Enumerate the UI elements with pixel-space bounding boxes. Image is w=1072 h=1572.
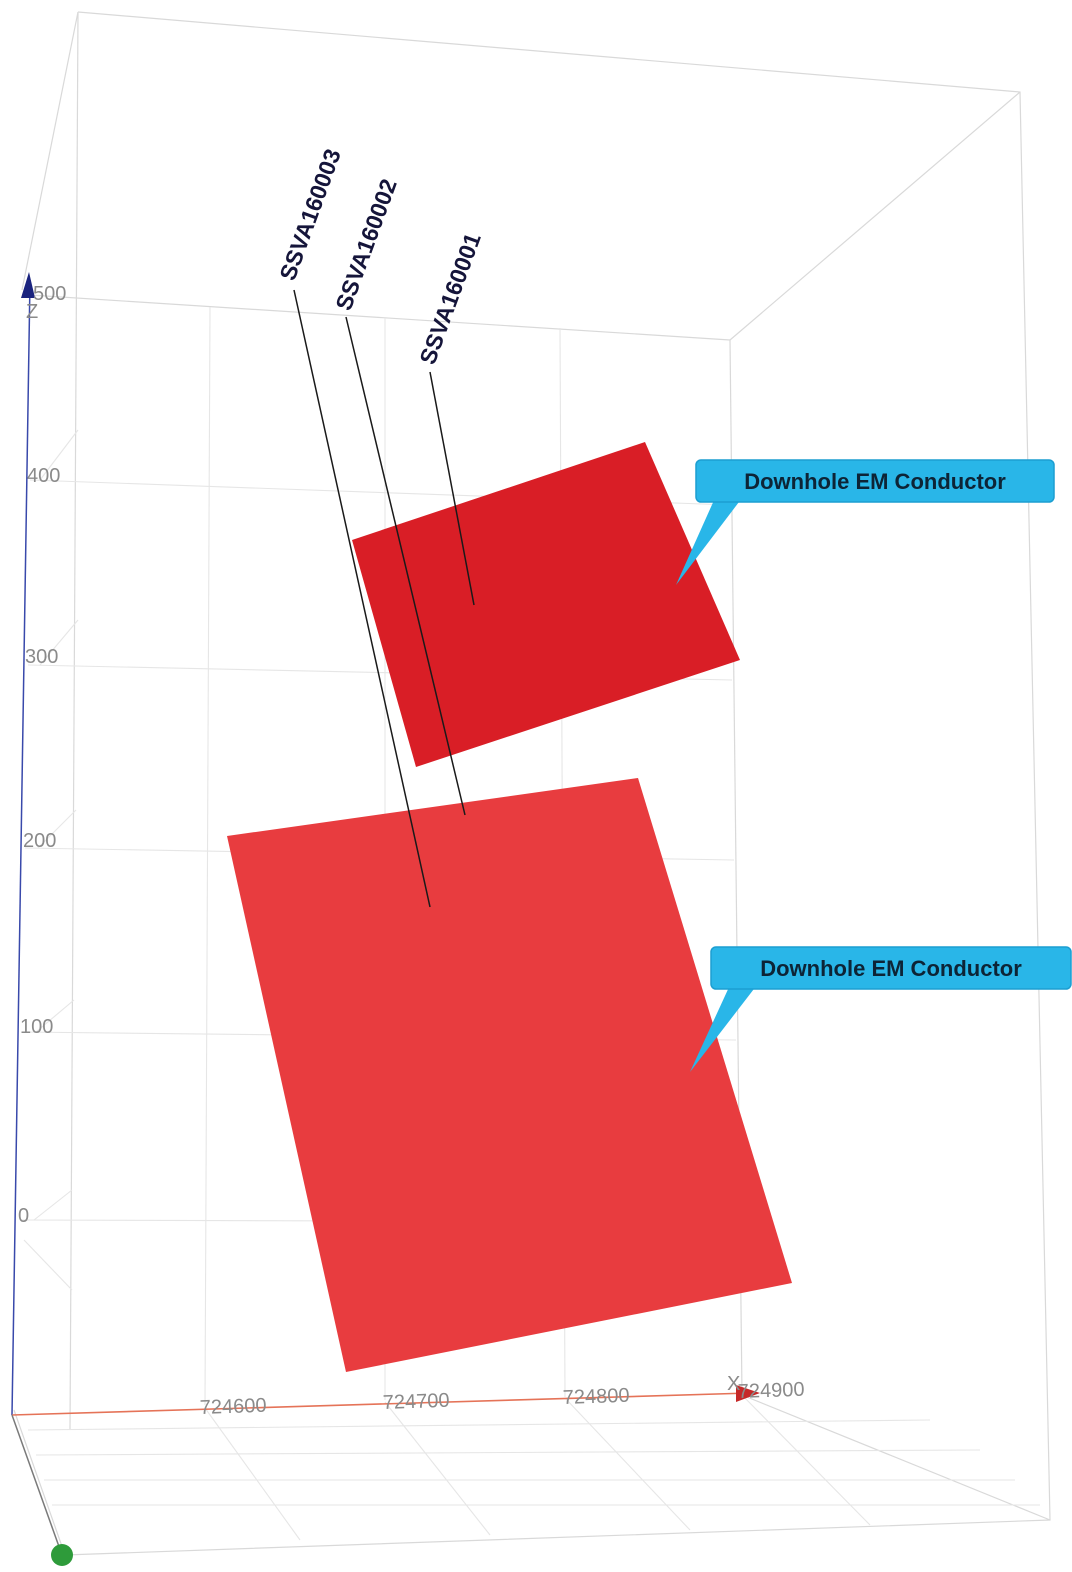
em-conductor-lower[interactable] xyxy=(227,778,792,1372)
y-axis-marker xyxy=(51,1544,73,1566)
y-axis xyxy=(11,1414,73,1566)
y-axis-line xyxy=(11,1414,63,1556)
z-axis-letter: Z xyxy=(26,301,38,323)
x-axis-arrowhead xyxy=(736,1385,760,1402)
callout-pointer xyxy=(690,985,757,1072)
x-axis-letter: X xyxy=(727,1373,740,1395)
drillhole-trace-ssva160002[interactable] xyxy=(345,316,466,816)
z-tick-label: 0 xyxy=(18,1205,29,1227)
z-tick-labels: 500 400 300 200 100 0 xyxy=(18,283,66,1227)
em-conductor-upper[interactable] xyxy=(352,442,740,767)
z-axis-line xyxy=(11,279,31,1416)
x-tick-label: 724900 xyxy=(737,1379,804,1403)
z-tick-label: 200 xyxy=(23,830,56,852)
callout-pointer xyxy=(676,498,742,585)
z-tick-label: 400 xyxy=(27,465,60,487)
x-tick-labels: 724600 724700 724800 724900 xyxy=(199,1379,804,1419)
drillhole-label: SSVA160002 xyxy=(330,175,402,313)
callout-label: Downhole EM Conductor xyxy=(744,469,1006,494)
drillhole-traces xyxy=(293,289,475,908)
drillhole-trace-ssva160001[interactable] xyxy=(429,371,475,606)
callout-box xyxy=(710,946,1072,990)
drillhole-label: SSVA160003 xyxy=(274,145,346,283)
x-tick-label: 724600 xyxy=(199,1395,266,1419)
z-tick-label: 500 xyxy=(33,283,66,305)
drillhole-trace-ssva160003[interactable] xyxy=(293,289,431,908)
callout-lower-conductor: Downhole EM Conductor xyxy=(690,946,1072,1072)
x-axis-line xyxy=(11,1392,751,1416)
z-axis-arrowhead xyxy=(21,272,35,298)
x-axis: X xyxy=(11,1373,760,1416)
callout-box xyxy=(695,459,1055,503)
drillhole-labels: SSVA160003 SSVA160002 SSVA160001 xyxy=(274,145,486,367)
callout-upper-conductor: Downhole EM Conductor xyxy=(676,459,1055,585)
drillhole-label: SSVA160001 xyxy=(414,229,486,367)
bounding-box xyxy=(13,11,1051,1556)
z-tick-label: 300 xyxy=(25,646,58,668)
x-tick-label: 724700 xyxy=(382,1390,449,1414)
x-tick-label: 724800 xyxy=(562,1385,629,1409)
callout-label: Downhole EM Conductor xyxy=(760,956,1022,981)
z-tick-label: 100 xyxy=(20,1016,53,1038)
z-axis: Z xyxy=(11,272,38,1416)
